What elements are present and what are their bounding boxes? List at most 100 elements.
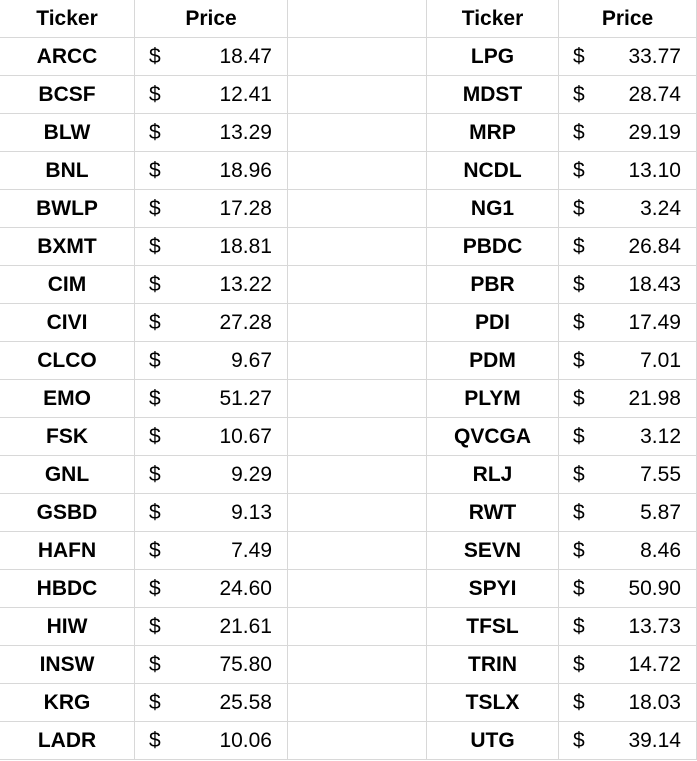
price-cell[interactable]: $ 3.12: [559, 418, 697, 456]
empty-cell[interactable]: [288, 684, 427, 722]
ticker-cell[interactable]: TFSL: [427, 608, 559, 646]
ticker-cell[interactable]: EMO: [0, 380, 135, 418]
left-ticker-column-header[interactable]: Ticker: [0, 0, 135, 38]
empty-cell[interactable]: [288, 418, 427, 456]
price-cell[interactable]: $ 24.60: [135, 570, 288, 608]
empty-cell[interactable]: [288, 456, 427, 494]
ticker-cell[interactable]: MDST: [427, 76, 559, 114]
ticker-cell[interactable]: MRP: [427, 114, 559, 152]
empty-cell[interactable]: [288, 570, 427, 608]
ticker-cell[interactable]: UTG: [427, 722, 559, 760]
empty-cell[interactable]: [288, 494, 427, 532]
ticker-cell[interactable]: BLW: [0, 114, 135, 152]
empty-cell[interactable]: [288, 152, 427, 190]
price-cell[interactable]: $ 10.06: [135, 722, 288, 760]
ticker-cell[interactable]: BWLP: [0, 190, 135, 228]
price-cell[interactable]: $ 21.98: [559, 380, 697, 418]
price-cell[interactable]: $ 13.22: [135, 266, 288, 304]
empty-cell[interactable]: [288, 380, 427, 418]
empty-cell[interactable]: [288, 722, 427, 760]
ticker-cell[interactable]: ARCC: [0, 38, 135, 76]
ticker-cell[interactable]: CIVI: [0, 304, 135, 342]
ticker-cell[interactable]: CIM: [0, 266, 135, 304]
price-cell[interactable]: $ 13.29: [135, 114, 288, 152]
ticker-cell[interactable]: PLYM: [427, 380, 559, 418]
price-cell[interactable]: $ 29.19: [559, 114, 697, 152]
ticker-cell[interactable]: CLCO: [0, 342, 135, 380]
left-price-column-header[interactable]: Price: [135, 0, 288, 38]
ticker-cell[interactable]: TSLX: [427, 684, 559, 722]
price-cell[interactable]: $ 33.77: [559, 38, 697, 76]
ticker-cell[interactable]: SPYI: [427, 570, 559, 608]
ticker-cell[interactable]: QVCGA: [427, 418, 559, 456]
price-cell[interactable]: $ 7.55: [559, 456, 697, 494]
price-cell[interactable]: $ 21.61: [135, 608, 288, 646]
ticker-cell[interactable]: BXMT: [0, 228, 135, 266]
price-cell[interactable]: $ 7.49: [135, 532, 288, 570]
price-cell[interactable]: $ 27.28: [135, 304, 288, 342]
price-cell[interactable]: $ 10.67: [135, 418, 288, 456]
ticker-cell[interactable]: BNL: [0, 152, 135, 190]
price-cell[interactable]: $ 25.58: [135, 684, 288, 722]
ticker-cell[interactable]: RLJ: [427, 456, 559, 494]
price-cell[interactable]: $ 18.47: [135, 38, 288, 76]
ticker-cell[interactable]: PDI: [427, 304, 559, 342]
ticker-cell[interactable]: HAFN: [0, 532, 135, 570]
price-cell[interactable]: $ 13.10: [559, 152, 697, 190]
empty-cell[interactable]: [288, 608, 427, 646]
empty-cell[interactable]: [288, 76, 427, 114]
ticker-cell[interactable]: NCDL: [427, 152, 559, 190]
ticker-cell[interactable]: PDM: [427, 342, 559, 380]
price-cell[interactable]: $ 18.03: [559, 684, 697, 722]
empty-cell[interactable]: [288, 228, 427, 266]
price-cell[interactable]: $ 28.74: [559, 76, 697, 114]
ticker-cell[interactable]: KRG: [0, 684, 135, 722]
ticker-cell[interactable]: GNL: [0, 456, 135, 494]
price-cell[interactable]: $ 12.41: [135, 76, 288, 114]
empty-cell[interactable]: [288, 304, 427, 342]
empty-cell[interactable]: [288, 532, 427, 570]
ticker-cell[interactable]: RWT: [427, 494, 559, 532]
ticker-cell[interactable]: NG1: [427, 190, 559, 228]
empty-cell[interactable]: [288, 266, 427, 304]
empty-cell[interactable]: [288, 0, 427, 38]
price-cell[interactable]: $ 7.01: [559, 342, 697, 380]
ticker-cell[interactable]: GSBD: [0, 494, 135, 532]
ticker-cell[interactable]: HBDC: [0, 570, 135, 608]
ticker-cell[interactable]: TRIN: [427, 646, 559, 684]
price-cell[interactable]: $ 39.14: [559, 722, 697, 760]
price-cell[interactable]: $ 9.13: [135, 494, 288, 532]
ticker-cell[interactable]: LPG: [427, 38, 559, 76]
ticker-cell[interactable]: LADR: [0, 722, 135, 760]
right-price-column-header[interactable]: Price: [559, 0, 697, 38]
price-cell[interactable]: $ 17.28: [135, 190, 288, 228]
price-cell[interactable]: $ 26.84: [559, 228, 697, 266]
price-cell[interactable]: $ 14.72: [559, 646, 697, 684]
price-cell[interactable]: $ 17.49: [559, 304, 697, 342]
empty-cell[interactable]: [288, 114, 427, 152]
empty-cell[interactable]: [288, 190, 427, 228]
price-cell[interactable]: $ 3.24: [559, 190, 697, 228]
ticker-cell[interactable]: INSW: [0, 646, 135, 684]
price-cell[interactable]: $ 18.96: [135, 152, 288, 190]
empty-cell[interactable]: [288, 342, 427, 380]
price-cell[interactable]: $ 9.29: [135, 456, 288, 494]
ticker-cell[interactable]: FSK: [0, 418, 135, 456]
price-cell[interactable]: $ 18.43: [559, 266, 697, 304]
price-cell[interactable]: $ 75.80: [135, 646, 288, 684]
ticker-cell[interactable]: PBR: [427, 266, 559, 304]
ticker-cell[interactable]: HIW: [0, 608, 135, 646]
ticker-cell[interactable]: SEVN: [427, 532, 559, 570]
price-cell[interactable]: $ 5.87: [559, 494, 697, 532]
price-cell[interactable]: $ 13.73: [559, 608, 697, 646]
ticker-cell[interactable]: BCSF: [0, 76, 135, 114]
price-cell[interactable]: $ 9.67: [135, 342, 288, 380]
right-ticker-column-header[interactable]: Ticker: [427, 0, 559, 38]
price-cell[interactable]: $ 8.46: [559, 532, 697, 570]
ticker-cell[interactable]: PBDC: [427, 228, 559, 266]
price-cell[interactable]: $ 18.81: [135, 228, 288, 266]
price-cell[interactable]: $ 50.90: [559, 570, 697, 608]
empty-cell[interactable]: [288, 38, 427, 76]
price-cell[interactable]: $ 51.27: [135, 380, 288, 418]
empty-cell[interactable]: [288, 646, 427, 684]
